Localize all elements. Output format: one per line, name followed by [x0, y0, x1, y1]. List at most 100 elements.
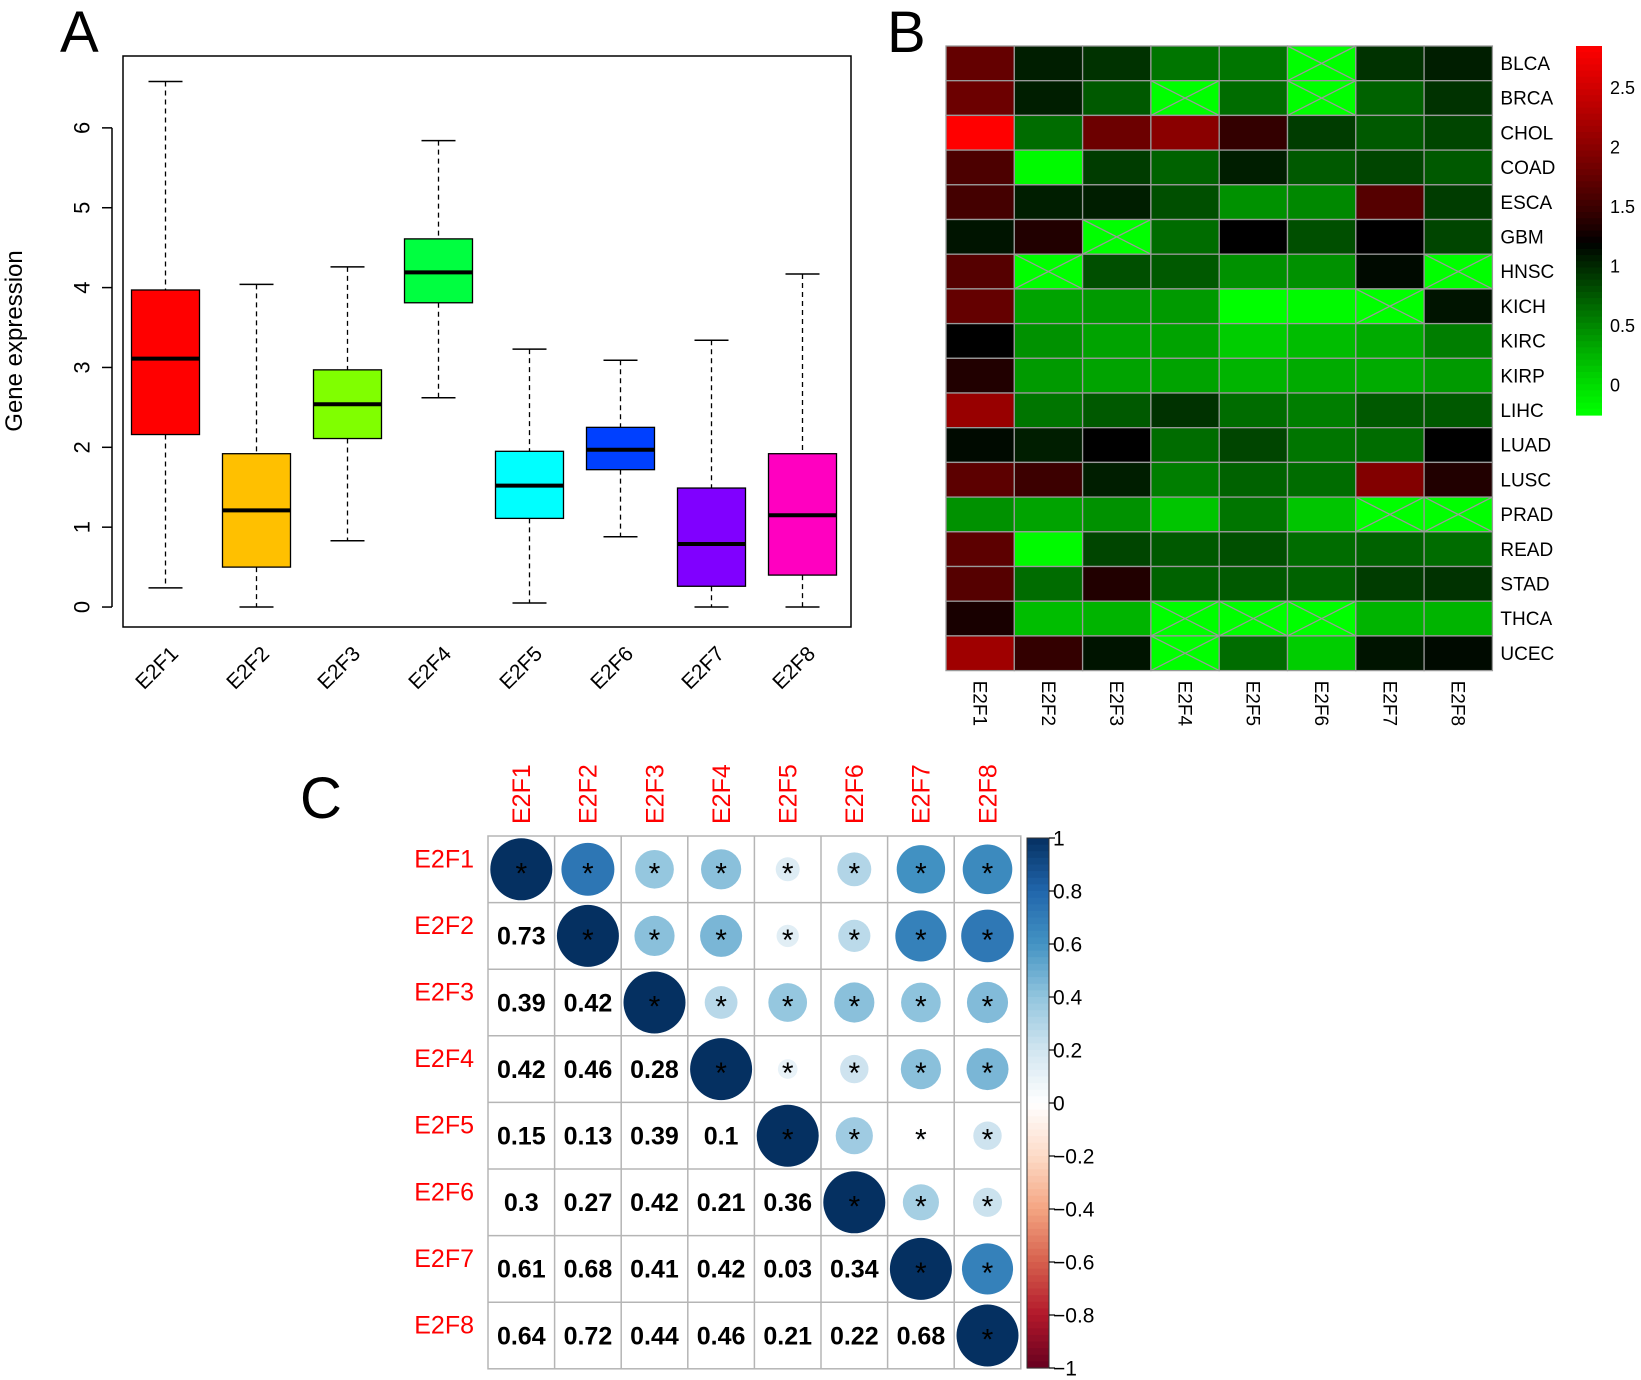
heatmap-cell [1081, 392, 1152, 429]
colorbar-b-tick-label: 0.5 [1610, 316, 1635, 336]
corr-value-text: 0.61 [497, 1256, 546, 1284]
heatmap-row-label: KIRC [1500, 332, 1545, 353]
boxplot-y-tick-label: 2 [70, 441, 95, 453]
colorbar-b-segment [1576, 384, 1602, 391]
corr-value-text: 0.41 [630, 1256, 679, 1284]
colorbar-b-segment [1576, 353, 1602, 361]
heatmap-cell [1081, 45, 1152, 82]
colorbar-b-segment [1576, 316, 1602, 324]
heatmap-cell [1355, 461, 1425, 498]
corr-row-label: E2F5 [414, 1112, 474, 1140]
corr-circle [915, 1130, 927, 1142]
colorbar-b-segment [1576, 46, 1602, 53]
heatmap-col-label: E2F2 [1037, 681, 1058, 726]
corr-value-text: 0.68 [897, 1322, 946, 1350]
corr-significance-mark: * [782, 1124, 794, 1157]
colorbar-b-segment [1576, 70, 1602, 78]
heatmap-col-label: E2F6 [1310, 681, 1331, 726]
corr-value-text: 0.73 [497, 923, 546, 951]
corr-circle [635, 849, 674, 889]
corr-circle [561, 842, 615, 896]
colorbar-c-segment [1027, 1348, 1049, 1356]
colorbar-c-segment [1027, 838, 1049, 846]
correlation-plot-panel: * * * * * * * * 0.73 * * * * * * * 0.39 0.42 * * * * * * 0.42 0.4… [414, 764, 1095, 1380]
colorbar-b-segment [1576, 402, 1602, 410]
expression-heatmap-panel: BLCA BRCA CHOL COAD ESCA GBM HNSC KICH KIRC KIRP L… [945, 45, 1635, 726]
heatmap-cell [1013, 531, 1084, 568]
heatmap-cell [1150, 184, 1220, 221]
corr-significance-mark: * [915, 1124, 927, 1157]
corr-significance-mark: * [915, 1257, 927, 1290]
heatmap-cell [1150, 565, 1220, 602]
heatmap-cell [1081, 635, 1152, 672]
heatmap-row-label: KIRP [1500, 366, 1544, 387]
colorbar-b-segment [1576, 347, 1602, 355]
heatmap-cell-cross [1355, 496, 1425, 533]
heatmap-cell [1423, 565, 1494, 602]
heatmap-cell [1423, 322, 1494, 359]
colorbar-c-segment [1027, 997, 1049, 1005]
colorbar-c-segment [1027, 1268, 1049, 1276]
heatmap-row-label: LUAD [1500, 436, 1551, 457]
heatmap-cell [1286, 149, 1357, 186]
colorbar-b-segment [1576, 138, 1602, 145]
corr-circle [966, 981, 1009, 1024]
corr-significance-mark: * [982, 1057, 994, 1090]
heatmap-cell [945, 600, 1015, 637]
corr-col-label: E2F6 [841, 764, 869, 824]
colorbar-b-segment [1576, 107, 1602, 115]
heatmap-row-label: LUSC [1500, 470, 1551, 491]
colorbar-b-segment [1576, 371, 1602, 379]
boxplot-y-axis-label: Gene expression [1, 250, 28, 431]
colorbar-b-segment [1576, 162, 1602, 170]
boxplot-x-tick-label: E2F1 [131, 642, 183, 694]
colorbar-b-segment [1576, 169, 1602, 176]
colorbar-b-segment [1576, 175, 1602, 182]
corr-significance-mark: * [848, 1124, 860, 1157]
heatmap-cell [1081, 184, 1152, 221]
colorbar-c-tick-label: 0.4 [1053, 986, 1083, 1009]
heatmap-cell [1423, 357, 1494, 394]
heatmap-row-label: COAD [1500, 158, 1555, 179]
heatmap-cell [1150, 45, 1220, 82]
colorbar-b-segment [1576, 156, 1602, 164]
corr-circle [902, 1184, 939, 1221]
colorbar-c-segment [1027, 1129, 1049, 1137]
corr-value-text: 0.03 [763, 1256, 812, 1284]
heatmap-cell [1423, 218, 1494, 255]
colorbar-b-segment [1576, 181, 1602, 189]
colorbar-c-segment [1027, 1235, 1049, 1243]
corr-value-text: 0.1 [704, 1122, 739, 1150]
colorbar-b-segment [1576, 150, 1602, 158]
colorbar-b-segment [1576, 52, 1602, 59]
heatmap-cell [945, 357, 1015, 394]
corr-significance-mark: * [915, 991, 927, 1024]
colorbar-c-segment [1027, 1354, 1049, 1362]
corr-value-text: 0.42 [630, 1189, 679, 1217]
colorbar-c-segment [1027, 1189, 1049, 1197]
heatmap-cell [1423, 531, 1494, 568]
corr-value-text: 0.27 [564, 1189, 613, 1217]
heatmap-col-label: E2F1 [969, 681, 990, 726]
corr-circle [701, 849, 742, 890]
corr-value-text: 0.28 [630, 1056, 679, 1084]
corr-significance-mark: * [848, 1190, 860, 1223]
colorbar-c-segment [1027, 930, 1049, 938]
corr-row-label: E2F3 [414, 979, 474, 1007]
colorbar-c-segment [1027, 1036, 1049, 1044]
heatmap-cell [1013, 461, 1084, 498]
colorbar-b-segment [1576, 322, 1602, 330]
corr-circle [775, 857, 800, 882]
heatmap-cell [1286, 461, 1357, 498]
box-iqr [130, 289, 201, 436]
heatmap-cell [1423, 392, 1494, 429]
box-e2f5 [494, 348, 565, 604]
corr-value-text: 0.21 [697, 1189, 746, 1217]
heatmap-cell [1355, 149, 1425, 186]
heatmap-cell [945, 427, 1015, 464]
corr-value-text: 0.64 [497, 1322, 546, 1350]
heatmap-cell [1013, 357, 1084, 394]
colorbar-c-tick-label: 1 [1053, 827, 1065, 850]
heatmap-cell [1150, 288, 1220, 325]
heatmap-cell [1218, 149, 1289, 186]
